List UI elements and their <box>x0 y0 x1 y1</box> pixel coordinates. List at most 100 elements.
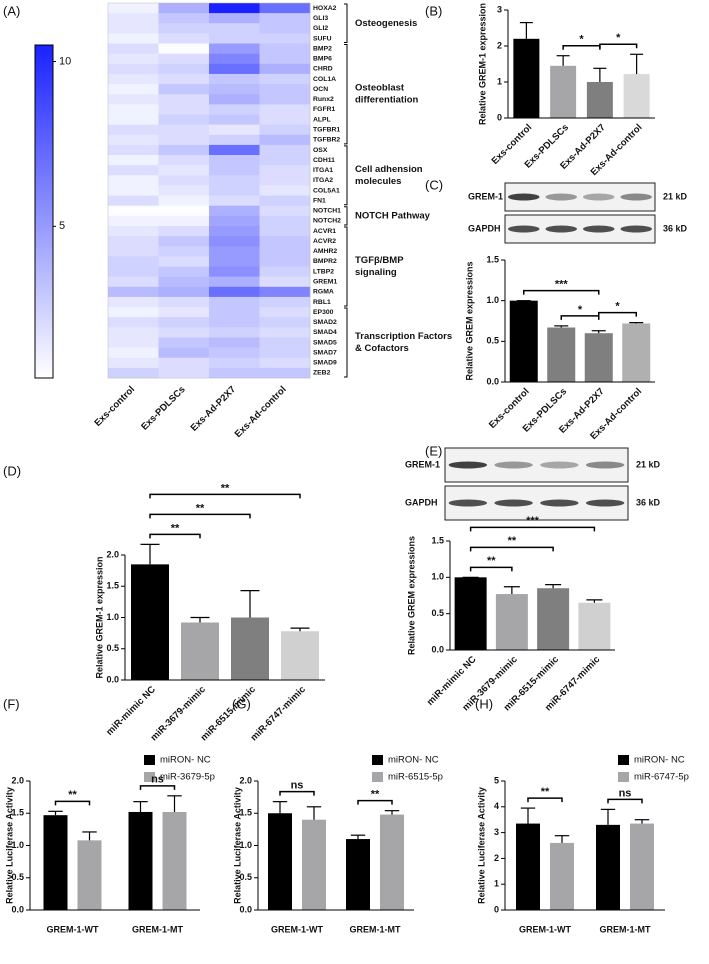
heatmap-cell <box>209 195 260 207</box>
heatmap-cell <box>209 124 260 136</box>
group-label: Osteoblast <box>355 83 405 94</box>
heatmap-cell <box>209 236 260 247</box>
significance-label: ns <box>151 774 164 786</box>
heatmap-cell <box>259 256 311 267</box>
bar <box>513 38 540 118</box>
heatmap-cell <box>259 307 311 318</box>
heatmap-cell <box>209 63 260 75</box>
heatmap-cell <box>108 104 159 115</box>
panel-letter: (E) <box>425 443 442 458</box>
heatmap-cell <box>259 327 311 338</box>
heatmap-cell <box>158 307 210 318</box>
heatmap-cell <box>108 256 159 267</box>
heatmap-cell <box>158 53 210 65</box>
heatmap-cell <box>209 276 260 288</box>
group-bracket <box>344 226 348 307</box>
heatmap-cell <box>158 144 210 156</box>
heatmap-cell <box>158 225 210 237</box>
heatmap-cell <box>259 246 311 257</box>
bar <box>268 813 292 910</box>
heatmap-cell <box>209 134 260 146</box>
legend-swatch <box>144 755 155 765</box>
blot-label: GAPDH <box>468 223 501 233</box>
row-label: GLI3 <box>313 15 328 22</box>
y-tick-label: 2.0 <box>11 775 24 785</box>
row-label: SUFU <box>313 35 332 42</box>
y-tick-label: 1.0 <box>431 572 444 582</box>
heatmap-cell <box>108 286 159 298</box>
significance-bracket <box>562 44 601 50</box>
x-tick-label: GREM-1-WT <box>519 924 571 934</box>
heatmap-cell <box>259 63 311 75</box>
heatmap-cell <box>259 124 311 136</box>
heatmap-cell <box>108 225 159 237</box>
y-tick-label: 2 <box>497 40 502 50</box>
heatmap-cell <box>259 134 311 146</box>
heatmap-cell <box>158 23 210 34</box>
significance-label: ** <box>541 786 550 798</box>
row-label: SMAD2 <box>313 319 337 326</box>
significance-bracket <box>149 533 201 539</box>
row-label: SMAD5 <box>313 339 337 346</box>
row-label: GLI2 <box>313 25 328 32</box>
significance-bracket <box>523 289 600 295</box>
blot-band <box>448 499 488 507</box>
column-label: Exs-control <box>92 384 137 429</box>
heatmap-cell <box>259 43 311 54</box>
heatmap-cell <box>209 23 260 34</box>
y-axis-label: Relative GREM-1 expression <box>477 3 487 125</box>
heatmap-cell <box>209 327 260 338</box>
heatmap-cell <box>259 337 311 348</box>
heatmap-cell <box>108 63 159 75</box>
bar <box>584 333 613 382</box>
heatmap-cell <box>108 53 159 65</box>
y-tick-label: 0.5 <box>11 872 24 882</box>
y-tick-label: 5 <box>494 775 499 785</box>
blot-label: GAPDH <box>405 497 438 507</box>
significance-bracket <box>469 566 513 572</box>
blot-band <box>448 461 488 469</box>
heatmap-cell <box>108 236 159 247</box>
row-label: SMAD9 <box>313 360 337 367</box>
blot-band <box>540 461 579 469</box>
heatmap-cell <box>259 73 311 85</box>
heatmap-cell <box>209 246 260 257</box>
heatmap-cell <box>158 317 210 328</box>
heatmap-cell <box>158 63 210 75</box>
blot-band <box>494 499 533 507</box>
significance-label: ** <box>196 502 205 514</box>
heatmap-cell <box>158 276 210 288</box>
bar <box>346 839 370 910</box>
significance-bracket <box>149 513 251 519</box>
significance-label: ** <box>221 482 230 494</box>
heatmap-cell <box>259 33 311 44</box>
blot-band <box>545 193 577 201</box>
row-label: CHRD <box>313 66 333 73</box>
heatmap-cell <box>108 367 159 379</box>
y-tick-label: 1 <box>497 76 502 86</box>
row-label: TGFBR2 <box>313 137 340 144</box>
row-label: ITGA2 <box>313 177 333 184</box>
heatmap-cell <box>158 286 210 298</box>
heatmap-cell <box>158 327 210 338</box>
row-label: OSX <box>313 147 328 154</box>
group-label: & Cofactors <box>355 343 409 354</box>
heatmap-cell <box>209 215 260 227</box>
heatmap-cell <box>108 327 159 338</box>
group-bracket <box>344 3 348 44</box>
heatmap-cell <box>158 84 210 95</box>
x-tick-label: GREM-1-WT <box>271 924 323 934</box>
significance-bracket <box>469 526 596 532</box>
heatmap-cell <box>108 307 159 318</box>
significance-label: *** <box>555 279 569 291</box>
heatmap-cell <box>259 215 311 227</box>
heatmap-cell <box>108 94 159 105</box>
blot-band <box>494 461 533 469</box>
bar <box>586 82 613 118</box>
bar <box>231 617 269 680</box>
bar <box>509 300 538 382</box>
row-label: GREM1 <box>313 279 337 286</box>
bar <box>537 588 570 650</box>
blot-label: GREM-1 <box>468 191 503 201</box>
heatmap-cell <box>108 337 159 348</box>
